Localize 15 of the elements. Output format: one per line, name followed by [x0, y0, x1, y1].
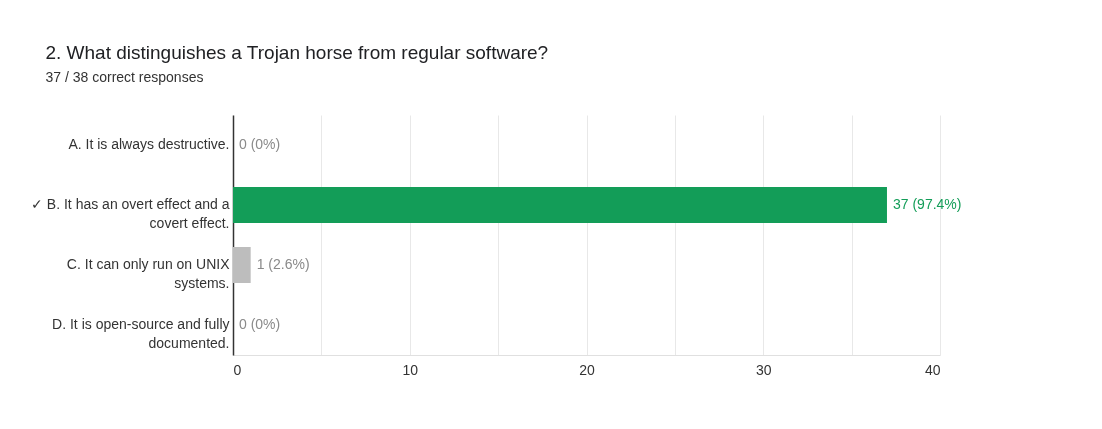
y-tick-label: ✓ B. It has an overt effect and a covert effect.	[30, 196, 230, 231]
y-tick-label: A. It is always destructive.	[68, 136, 230, 152]
y-tick-label: D. It is open-source and fully documented.	[52, 316, 230, 351]
chart-subtitle: 37 / 38 correct responses	[45, 69, 204, 85]
x-tick-label: 20	[579, 361, 595, 378]
x-tick-label: 40	[924, 361, 941, 378]
x-tick-label: 0	[233, 361, 242, 378]
y-tick-label: C. It can only run on UNIX systems.	[66, 256, 231, 291]
data-label: 0 (0%)	[239, 316, 281, 332]
data-label: 0 (0%)	[239, 136, 281, 152]
x-tick-label: 30	[755, 361, 772, 378]
data-label: 1 (2.6%)	[256, 256, 310, 272]
x-tick-label: 10	[402, 361, 419, 378]
chart-title: 2. What distinguishes a Trojan horse from regular software?	[45, 42, 549, 63]
data-label: 37 (97.4%)	[892, 196, 962, 212]
